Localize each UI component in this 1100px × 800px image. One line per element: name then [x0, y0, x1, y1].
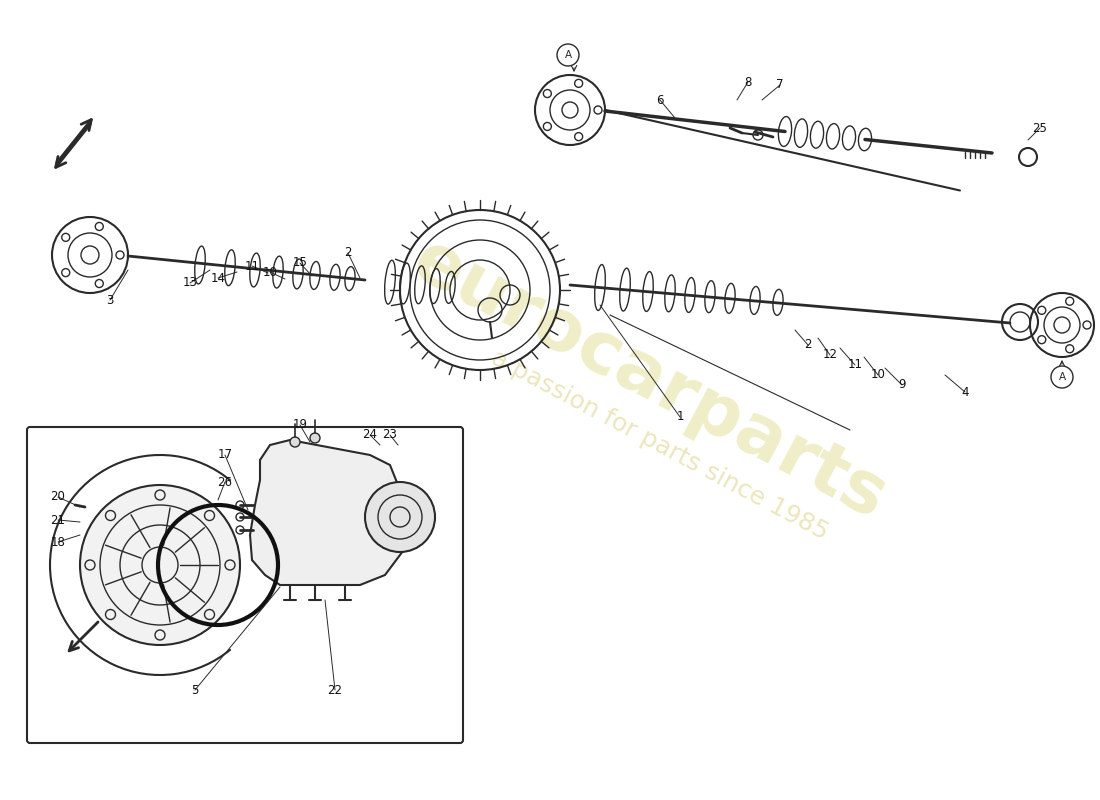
Text: 9: 9: [899, 378, 905, 391]
Text: A: A: [564, 50, 572, 60]
Circle shape: [80, 485, 240, 645]
Text: 5: 5: [191, 683, 199, 697]
Text: 11: 11: [244, 259, 260, 273]
Text: 20: 20: [51, 490, 65, 503]
Text: 3: 3: [107, 294, 113, 306]
Text: 12: 12: [823, 349, 837, 362]
Circle shape: [1050, 366, 1072, 388]
Text: 22: 22: [328, 683, 342, 697]
Text: 10: 10: [263, 266, 277, 278]
Text: a passion for parts since 1985: a passion for parts since 1985: [487, 346, 833, 544]
Text: 19: 19: [293, 418, 308, 431]
Text: 10: 10: [870, 369, 886, 382]
Text: 14: 14: [210, 271, 225, 285]
Text: 2: 2: [804, 338, 812, 351]
Text: 8: 8: [745, 75, 751, 89]
Text: eurocarparts: eurocarparts: [402, 226, 899, 534]
Text: 2: 2: [344, 246, 352, 259]
Text: 1: 1: [676, 410, 684, 423]
Text: 26: 26: [218, 475, 232, 489]
Text: 7: 7: [777, 78, 783, 91]
Text: A: A: [1058, 372, 1066, 382]
Text: 23: 23: [383, 429, 397, 442]
Circle shape: [557, 44, 579, 66]
Text: 13: 13: [183, 277, 197, 290]
Text: 15: 15: [293, 257, 307, 270]
Text: 18: 18: [51, 535, 65, 549]
Circle shape: [310, 433, 320, 443]
Text: 11: 11: [847, 358, 862, 371]
Text: 21: 21: [51, 514, 66, 526]
Text: 4: 4: [961, 386, 969, 398]
Text: 6: 6: [657, 94, 663, 106]
FancyBboxPatch shape: [28, 427, 463, 743]
Polygon shape: [250, 440, 415, 585]
Text: 17: 17: [218, 449, 232, 462]
Circle shape: [290, 437, 300, 447]
Circle shape: [365, 482, 435, 552]
Text: 24: 24: [363, 429, 377, 442]
Text: 25: 25: [1033, 122, 1047, 134]
